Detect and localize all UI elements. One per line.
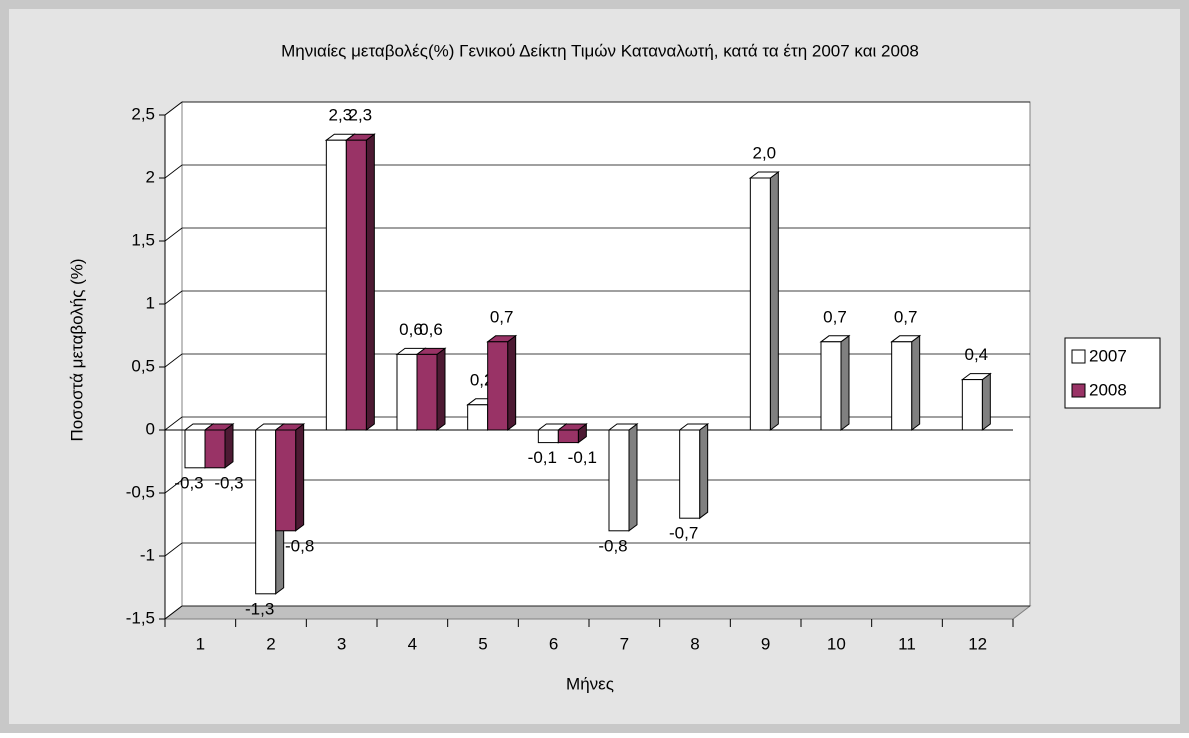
bar-side [365,133,375,431]
data-label: -0,8 [285,536,314,555]
bar [255,429,277,595]
x-tick-label: 12 [968,634,987,653]
x-tick-label: 2 [266,634,275,653]
bar [557,429,579,444]
data-label: -0,7 [669,524,698,543]
y-tick-label: 0 [146,419,155,438]
bar-side [224,423,234,469]
data-label: -0,3 [174,473,203,492]
bar [679,429,701,519]
data-label: 0,6 [419,320,443,339]
bar [961,379,983,431]
grid-line-side [164,479,183,494]
bar [396,353,418,431]
y-tick-label: 2 [146,167,155,186]
data-label: 0,6 [399,320,423,339]
bar-side [840,334,850,431]
x-tick-label: 3 [337,634,346,653]
legend-swatch [1071,349,1086,364]
x-axis-title: Μήνες [566,674,614,693]
x-tick-label: 10 [827,634,846,653]
x-tick-label: 9 [761,634,770,653]
bar [820,341,842,431]
bar-side [436,347,446,431]
data-label: -0,8 [598,536,627,555]
grid-line-side [164,290,183,305]
bar-side [295,423,305,532]
grid-line-side [164,164,183,179]
grid-line-side [164,542,183,557]
x-tick-label: 11 [898,634,916,653]
bar [345,139,367,431]
bar [325,139,347,431]
bar [749,177,771,431]
floor [163,605,1032,620]
x-tick-label: 8 [690,634,699,653]
chart-title: Μηνιαίες μεταβολές(%) Γενικού Δείκτη Τιμ… [281,41,919,60]
bar [416,353,438,431]
data-label: 0,7 [823,307,847,326]
bar [487,341,509,431]
x-tick-label: 1 [196,634,205,653]
data-label: 0,4 [965,345,989,364]
data-label: -1,3 [245,599,274,618]
legend-swatch [1071,383,1086,398]
y-axis-title: Ποσοστά μεταβολής (%) [67,258,86,441]
data-label: -0,1 [568,448,597,467]
bar-side [769,171,779,431]
grid-line-side [164,101,183,116]
grid-line-side [164,227,183,242]
bar [891,341,913,431]
data-label: 2,3 [329,106,353,125]
data-label: 0,7 [894,307,918,326]
legend-label: 2007 [1089,346,1127,365]
bar-side [628,423,638,532]
x-tick-label: 4 [408,634,417,653]
bar [537,429,559,444]
bar [275,429,297,532]
y-tick-label: 2,5 [131,104,155,123]
legend-label: 2008 [1089,380,1127,399]
y-tick-label: -1 [140,545,155,564]
x-tick-label: 5 [478,634,487,653]
bar [467,404,489,431]
data-label: -0,3 [214,473,243,492]
data-label: -0,1 [528,448,557,467]
x-tick-label: 6 [549,634,558,653]
x-tick-label: 7 [620,634,629,653]
bar-side [699,423,709,520]
grid-line-side [164,605,183,620]
data-label: 2,3 [349,106,373,125]
grid-line-side [164,416,183,431]
y-tick-label: 0,5 [131,356,155,375]
y-tick-label: 1 [146,293,155,312]
y-tick-label: -1,5 [126,608,155,627]
data-label: 0,7 [490,307,514,326]
bar-side [911,334,921,431]
data-label: 2,0 [753,143,777,162]
bar-side [981,372,991,431]
y-tick-label: -0,5 [126,482,155,501]
bar [204,429,226,469]
bar [608,429,630,532]
grid-line-side [164,353,183,368]
bar-side [507,334,517,431]
y-tick-label: 1,5 [131,230,155,249]
bar [184,429,206,469]
